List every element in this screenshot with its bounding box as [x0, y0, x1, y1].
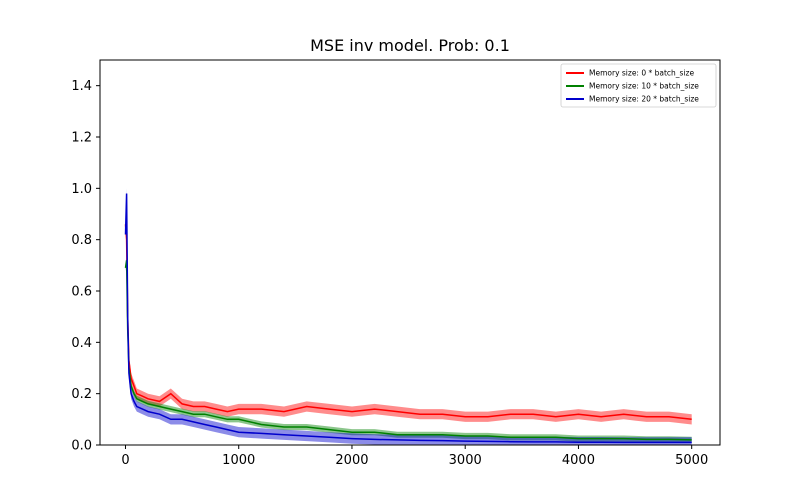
legend-label-1: Memory size: 10 * batch_size: [589, 82, 699, 91]
chart-title: MSE inv model. Prob: 0.1: [310, 36, 510, 55]
x-tick-label: 2000: [335, 453, 368, 468]
y-tick-label: 1.2: [71, 131, 92, 146]
x-tick-label: 0: [121, 453, 129, 468]
series-1-line: [124, 260, 692, 441]
plot-frame: [99, 59, 721, 446]
x-tick-label: 4000: [562, 453, 595, 468]
x-tick-label: 5000: [675, 453, 708, 468]
series-2-line: [124, 193, 692, 444]
legend-box: [560, 63, 717, 108]
y-tick-label: 0.4: [71, 336, 92, 351]
x-tick-label: 3000: [449, 453, 482, 468]
y-axis: 0.0 0.2 0.4 0.6 0.8 1.0 1.2 1.4: [71, 79, 100, 454]
y-tick-label: 1.4: [71, 79, 92, 94]
series-0-line: [124, 224, 692, 421]
legend: Memory size: 0 * batch_size Memory size: …: [560, 63, 717, 108]
y-tick-label: 0.2: [71, 387, 92, 402]
x-axis: 0 1000 2000 3000 4000 5000: [121, 445, 708, 468]
legend-label-2: Memory size: 20 * batch_size: [589, 95, 699, 104]
series-lines: [124, 193, 692, 444]
y-tick-label: 0.8: [71, 233, 92, 248]
y-tick-label: 0.6: [71, 285, 92, 300]
y-tick-label: 1.0: [71, 182, 92, 197]
legend-label-0: Memory size: 0 * batch_size: [589, 69, 694, 78]
x-tick-label: 1000: [222, 453, 255, 468]
y-tick-label: 0.0: [71, 439, 92, 454]
